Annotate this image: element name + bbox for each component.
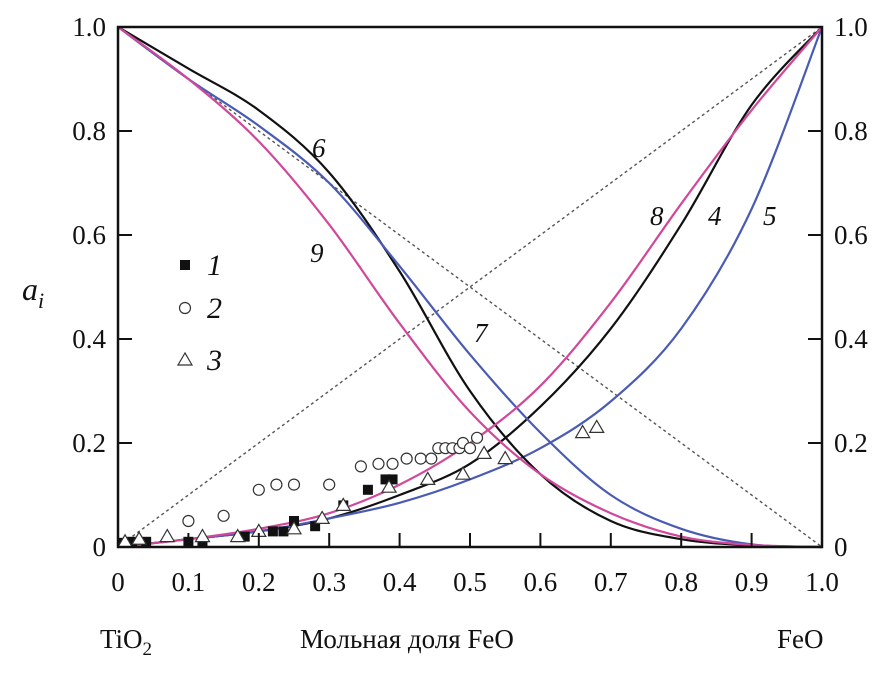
y-tick-label-right: 0 (834, 532, 848, 562)
y-tick-label-left: 0.2 (72, 428, 106, 458)
x-tick-label: 0.5 (453, 567, 487, 597)
point-series-2 (425, 452, 438, 465)
curve-5 (117, 26, 824, 549)
point-series-2 (400, 452, 413, 465)
point-series-2 (323, 478, 336, 491)
y-tick-label-right: 0.8 (834, 116, 868, 146)
point-series-3 (159, 528, 176, 543)
curve-label-5: 5 (763, 201, 777, 231)
curve-9 (117, 26, 823, 549)
point-series-2 (372, 457, 385, 470)
point-series-2 (270, 478, 283, 491)
point-series-2 (217, 509, 230, 522)
point-series-3 (131, 531, 148, 545)
point-series-1 (380, 474, 391, 485)
ideal-line (117, 26, 823, 548)
point-series-1 (310, 521, 321, 532)
x-tick-label: 0.2 (242, 567, 276, 597)
legend-label-2: 2 (207, 292, 222, 325)
x-right-label: FeO (777, 624, 824, 654)
point-series-3 (229, 528, 246, 543)
curve-label-6: 6 (312, 133, 326, 163)
curve-8 (117, 26, 823, 549)
y-tick-label-left: 0 (93, 532, 107, 562)
point-series-2 (414, 452, 427, 465)
curve-6 (117, 26, 823, 549)
legend: 1 2 3 (176, 249, 222, 377)
point-series-3 (454, 466, 472, 480)
curve-labels: 4 5 6 7 8 9 (310, 133, 777, 348)
x-axis-label: Мольная доля FeO (300, 624, 514, 654)
point-series-1 (278, 526, 289, 537)
point-series-2 (354, 460, 367, 473)
point-series-1 (362, 484, 373, 495)
curve-label-8: 8 (650, 201, 664, 231)
y-tick-label-left: 0.4 (72, 324, 106, 354)
point-series-1 (141, 536, 152, 547)
curve-label-4: 4 (708, 201, 722, 231)
point-series-3 (574, 424, 591, 439)
point-series-1 (127, 536, 138, 547)
data-points (116, 419, 605, 548)
ideal-lines (117, 26, 823, 548)
point-series-2 (252, 483, 265, 496)
point-series-3 (285, 520, 303, 535)
x-tick-label: 0.8 (664, 567, 698, 597)
legend-marker-2 (178, 301, 192, 315)
point-series-1 (239, 531, 250, 542)
x-tick-label: 0.4 (383, 567, 417, 597)
point-series-3 (476, 445, 493, 459)
curve-7 (117, 26, 823, 549)
y-tick-label-right: 0.2 (834, 428, 868, 458)
point-series-2 (182, 514, 195, 528)
y-tick-label-left: 1.0 (72, 12, 106, 42)
y-tick-label-left: 0.6 (72, 220, 106, 250)
curve-label-9: 9 (310, 238, 324, 268)
point-series-3 (419, 471, 436, 485)
curve-label-7: 7 (474, 318, 489, 348)
point-series-3 (335, 497, 352, 511)
point-series-2 (287, 478, 301, 491)
y-tick-label-right: 0.4 (834, 324, 868, 354)
point-series-3 (314, 510, 331, 525)
legend-marker-3 (176, 351, 194, 366)
x-tick-label: 1.0 (805, 567, 839, 597)
y-axis-label: ai (22, 271, 44, 313)
x-tick-label: 0.1 (172, 567, 206, 597)
point-series-1 (267, 526, 278, 537)
y-tick-label-left: 0.8 (72, 116, 106, 146)
legend-label-1: 1 (207, 249, 222, 282)
point-series-3 (380, 479, 398, 493)
curves (117, 26, 824, 549)
x-tick-label: 0.3 (312, 567, 346, 597)
x-left-label: TiO2 (100, 624, 152, 660)
point-series-3 (497, 450, 514, 465)
y-tick-label-right: 1.0 (834, 12, 868, 42)
x-tick-label: 0 (111, 567, 125, 597)
legend-label-3: 3 (206, 344, 222, 377)
point-series-2 (470, 431, 484, 444)
x-tick-label: 0.7 (594, 567, 628, 597)
point-series-2 (386, 457, 399, 470)
point-series-3 (194, 528, 211, 543)
x-tick-label: 0.9 (735, 567, 769, 597)
point-series-3 (588, 419, 605, 433)
x-tick-label: 0.6 (524, 567, 558, 597)
point-series-2 (463, 442, 477, 455)
ideal-line (117, 26, 823, 548)
axes: 0 0.1 0.2 0.3 0.4 0.5 0.6 0.7 0.8 0.9 1.00 00.2 0.20… (72, 12, 868, 597)
point-series-1 (387, 474, 398, 485)
legend-marker-1 (180, 260, 190, 270)
y-tick-label-right: 0.6 (834, 220, 868, 250)
